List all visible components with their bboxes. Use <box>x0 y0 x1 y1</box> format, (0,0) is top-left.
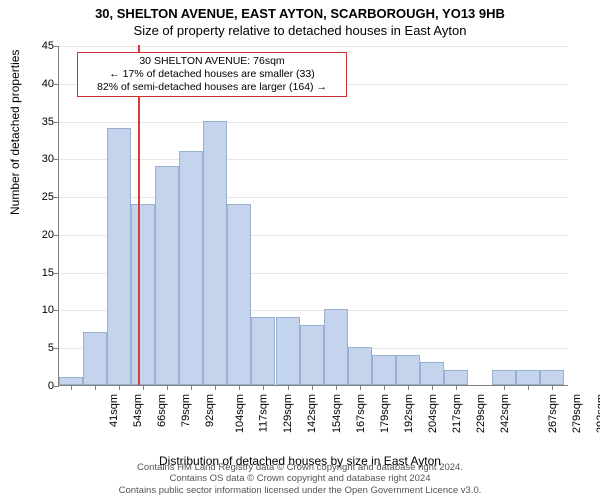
y-tick-label: 35 <box>24 116 54 128</box>
histogram-bar <box>131 204 155 385</box>
x-tick <box>191 385 192 390</box>
x-tick-label: 167sqm <box>355 394 367 433</box>
histogram-bar <box>59 377 83 385</box>
histogram-bar <box>203 121 227 385</box>
footer-line-2: Contains OS data © Crown copyright and d… <box>0 473 600 484</box>
gridline <box>59 122 568 123</box>
x-tick-label: 267sqm <box>547 394 559 433</box>
histogram-bar <box>107 128 131 385</box>
histogram-bar <box>396 355 420 385</box>
x-tick <box>263 385 264 390</box>
y-tick-label: 20 <box>24 229 54 241</box>
y-tick-label: 30 <box>24 153 54 165</box>
y-tick-label: 40 <box>24 78 54 90</box>
y-tick-label: 10 <box>24 304 54 316</box>
footer-attribution: Contains HM Land Registry data © Crown c… <box>0 462 600 496</box>
histogram-bar <box>348 347 372 385</box>
x-tick <box>95 385 96 390</box>
x-tick <box>167 385 168 390</box>
x-tick-label: 142sqm <box>307 394 319 433</box>
y-tick <box>54 122 59 123</box>
x-tick-label: 41sqm <box>108 394 120 427</box>
y-tick-label: 0 <box>24 380 54 392</box>
histogram-bar <box>516 370 540 385</box>
x-tick <box>312 385 313 390</box>
y-tick <box>54 197 59 198</box>
annotation-line: 30 SHELTON AVENUE: 76sqm <box>84 55 340 68</box>
y-tick <box>54 348 59 349</box>
histogram-bar <box>227 204 251 385</box>
x-tick-label: 229sqm <box>475 394 487 433</box>
histogram-bar <box>444 370 468 385</box>
x-tick-label: 129sqm <box>283 394 295 433</box>
y-tick-label: 5 <box>24 342 54 354</box>
histogram-bar <box>492 370 516 385</box>
x-tick <box>336 385 337 390</box>
x-tick-label: 92sqm <box>204 394 216 427</box>
annotation-line: ← 17% of detached houses are smaller (33… <box>84 68 340 81</box>
x-tick-label: 279sqm <box>571 394 583 433</box>
y-tick-label: 25 <box>24 191 54 203</box>
y-tick <box>54 310 59 311</box>
x-tick-label: 204sqm <box>427 394 439 433</box>
x-tick <box>288 385 289 390</box>
x-tick <box>432 385 433 390</box>
x-tick <box>456 385 457 390</box>
plot-area: 05101520253035404541sqm54sqm66sqm79sqm92… <box>58 46 568 386</box>
x-tick <box>71 385 72 390</box>
x-tick-label: 154sqm <box>331 394 343 433</box>
y-tick <box>54 273 59 274</box>
chart-title-main: 30, SHELTON AVENUE, EAST AYTON, SCARBORO… <box>0 0 600 21</box>
histogram-bar <box>251 317 275 385</box>
y-tick <box>54 159 59 160</box>
y-tick <box>54 46 59 47</box>
x-tick <box>504 385 505 390</box>
x-tick <box>215 385 216 390</box>
y-tick-label: 15 <box>24 267 54 279</box>
y-tick <box>54 235 59 236</box>
histogram-bar <box>540 370 564 385</box>
x-tick-label: 179sqm <box>379 394 391 433</box>
x-tick-label: 66sqm <box>156 394 168 427</box>
x-tick <box>360 385 361 390</box>
chart-title-sub: Size of property relative to detached ho… <box>0 21 600 38</box>
x-tick <box>239 385 240 390</box>
y-tick-label: 45 <box>24 40 54 52</box>
x-tick-label: 242sqm <box>499 394 511 433</box>
chart-area: 05101520253035404541sqm54sqm66sqm79sqm92… <box>58 46 568 416</box>
histogram-bar <box>276 317 300 385</box>
histogram-bar <box>420 362 444 385</box>
x-tick-label: 54sqm <box>132 394 144 427</box>
x-tick <box>408 385 409 390</box>
histogram-bar <box>300 325 324 385</box>
annotation-line: 82% of semi-detached houses are larger (… <box>84 81 340 94</box>
x-tick <box>552 385 553 390</box>
y-axis-label: Number of detached properties <box>8 50 22 215</box>
gridline <box>59 197 568 198</box>
property-annotation-box: 30 SHELTON AVENUE: 76sqm← 17% of detache… <box>77 52 347 97</box>
x-tick-label: 117sqm <box>258 394 270 432</box>
x-tick <box>384 385 385 390</box>
x-tick-label: 104sqm <box>234 394 246 433</box>
histogram-bar <box>372 355 396 385</box>
x-tick <box>143 385 144 390</box>
x-tick-label: 217sqm <box>451 394 463 433</box>
x-tick-label: 192sqm <box>403 394 415 433</box>
footer-line-3: Contains public sector information licen… <box>0 485 600 496</box>
y-tick <box>54 84 59 85</box>
x-tick-label: 292sqm <box>595 394 600 433</box>
histogram-bar <box>179 151 203 385</box>
histogram-bar <box>83 332 107 385</box>
x-tick <box>119 385 120 390</box>
histogram-bar <box>155 166 179 385</box>
footer-line-1: Contains HM Land Registry data © Crown c… <box>0 462 600 473</box>
x-tick-label: 79sqm <box>180 394 192 427</box>
y-tick <box>54 386 59 387</box>
gridline <box>59 46 568 47</box>
gridline <box>59 159 568 160</box>
histogram-bar <box>324 309 348 385</box>
x-tick <box>528 385 529 390</box>
